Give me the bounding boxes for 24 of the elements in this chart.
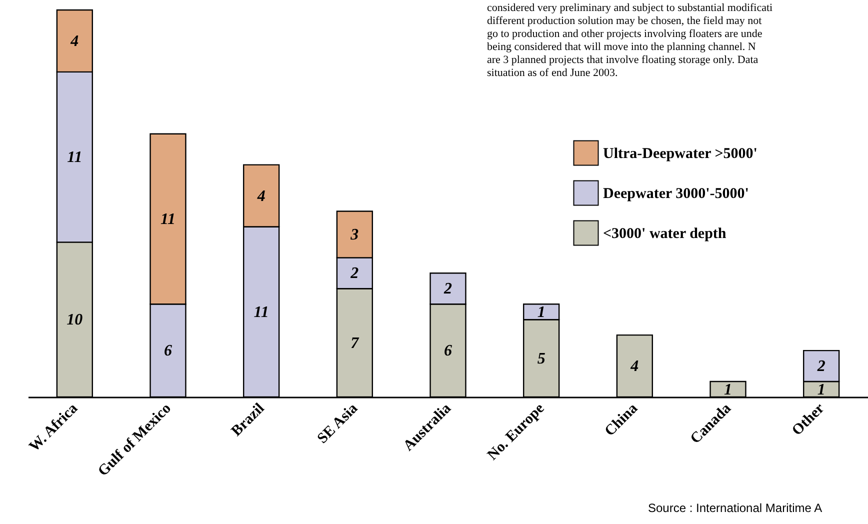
data-label: 1 bbox=[724, 381, 732, 398]
source-note: Source : International Maritime A bbox=[648, 501, 822, 515]
data-label: 3 bbox=[350, 226, 359, 244]
data-label: 2 bbox=[443, 280, 452, 298]
x-tick-label: SE Asia bbox=[314, 400, 362, 447]
data-label: 2 bbox=[350, 265, 359, 282]
data-label: 10 bbox=[66, 312, 83, 329]
data-label: 4 bbox=[70, 32, 79, 50]
data-label: 1 bbox=[537, 304, 546, 321]
data-label: 4 bbox=[630, 358, 639, 376]
data-label: 6 bbox=[444, 342, 452, 360]
data-label: 4 bbox=[256, 188, 266, 205]
legend-label: Deepwater 3000'-5000' bbox=[603, 186, 749, 202]
data-label: 5 bbox=[537, 350, 546, 368]
data-label: 2 bbox=[816, 358, 826, 376]
data-label: 1 bbox=[817, 381, 826, 398]
legend-label: <3000' water depth bbox=[603, 226, 727, 242]
legend-label: Ultra-Deepwater >5000' bbox=[603, 146, 758, 162]
data-label: 7 bbox=[350, 334, 360, 352]
data-label: 11 bbox=[160, 210, 176, 228]
data-label: 6 bbox=[164, 342, 172, 360]
data-label: 11 bbox=[67, 149, 82, 166]
data-label: 11 bbox=[254, 304, 269, 321]
annotation: considered very preliminary and subject to substantial modificati different production solution may be chosen, the field may not go to production and other projects involving floaters are unde being considered that will move into the planning channel. N are 3 planned projects that involve floating storage only. Data situation as of end June 2003. bbox=[487, 2, 773, 79]
